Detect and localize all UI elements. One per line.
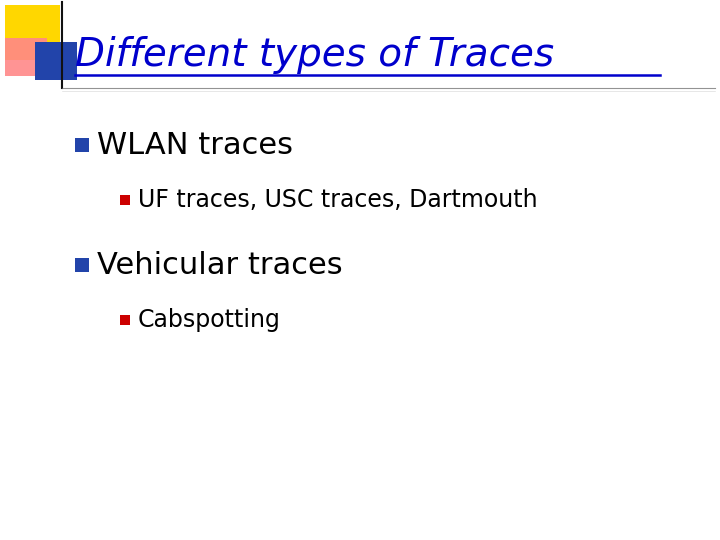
Bar <box>75 258 89 272</box>
Text: Cabspotting: Cabspotting <box>138 308 281 332</box>
Bar <box>35 42 77 80</box>
Bar <box>120 315 130 325</box>
Text: WLAN traces: WLAN traces <box>97 131 293 159</box>
Bar <box>75 138 89 152</box>
Text: Different types of Traces: Different types of Traces <box>75 36 554 74</box>
Text: UF traces, USC traces, Dartmouth: UF traces, USC traces, Dartmouth <box>138 188 538 212</box>
Bar <box>5 38 47 76</box>
Bar <box>5 5 60 60</box>
Text: Vehicular traces: Vehicular traces <box>97 251 343 280</box>
Bar <box>120 195 130 205</box>
